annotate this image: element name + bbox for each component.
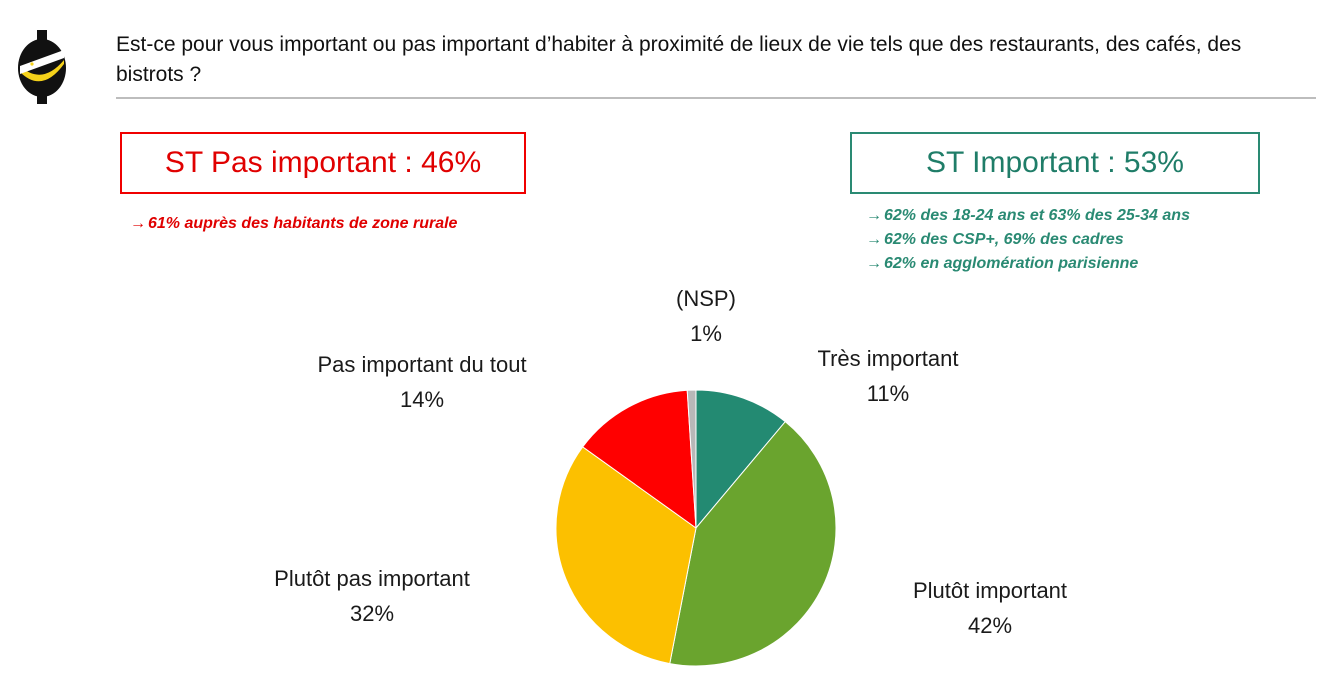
notes-not-important: → 61% auprès des habitants de zone rurale [130,212,457,236]
arrow-icon: → [866,231,882,248]
pie-slice-5 [686,389,697,529]
slice-label-name: Plutôt pas important [274,566,470,591]
slice-label-value: 11% [867,381,909,406]
slice-label-name: Pas important du tout [317,352,526,377]
slice-label-name: Plutôt important [913,578,1067,603]
note-line: → 61% auprès des habitants de zone rurale [130,212,457,236]
pie-slices [555,389,837,667]
slice-label-value: 1% [690,321,722,346]
slice-label-name: (NSP) [676,286,736,311]
logo-icon [18,30,66,104]
pie-slice-4 [582,389,697,530]
note-line: → 62% en agglomération parisienne [866,252,1190,276]
pie-slice-1 [695,389,786,530]
summary-not-important: ST Pas important : 46% [120,132,526,194]
arrow-icon: → [866,255,882,272]
note-text: 61% auprès des habitants de zone rurale [148,215,458,232]
question-text: Est-ce pour vous important ou pas import… [116,33,1242,86]
slice-label-name: Très important [817,346,958,371]
slice-label-value: 32% [350,601,394,626]
slice-label-value: 14% [400,387,444,412]
pie-labels: Très important 11% Plutôt important 42% Plut… [274,286,1067,638]
note-text: 62% en agglomération parisienne [884,255,1139,272]
pie-slice-2 [669,420,837,667]
pie-slice-3 [555,446,697,665]
header-divider [116,97,1316,99]
note-text: 62% des CSP+, 69% des cadres [884,231,1124,248]
arrow-icon: → [130,215,146,232]
slice-label-value: 42% [968,613,1012,638]
note-line: → 62% des 18-24 ans et 63% des 25-34 ans [866,204,1190,228]
summary-important: ST Important : 53% [850,132,1260,194]
note-line: → 62% des CSP+, 69% des cadres [866,228,1190,252]
note-text: 62% des 18-24 ans et 63% des 25-34 ans [884,207,1190,224]
arrow-icon: → [866,207,882,224]
notes-important: → 62% des 18-24 ans et 63% des 25-34 ans … [866,204,1190,276]
